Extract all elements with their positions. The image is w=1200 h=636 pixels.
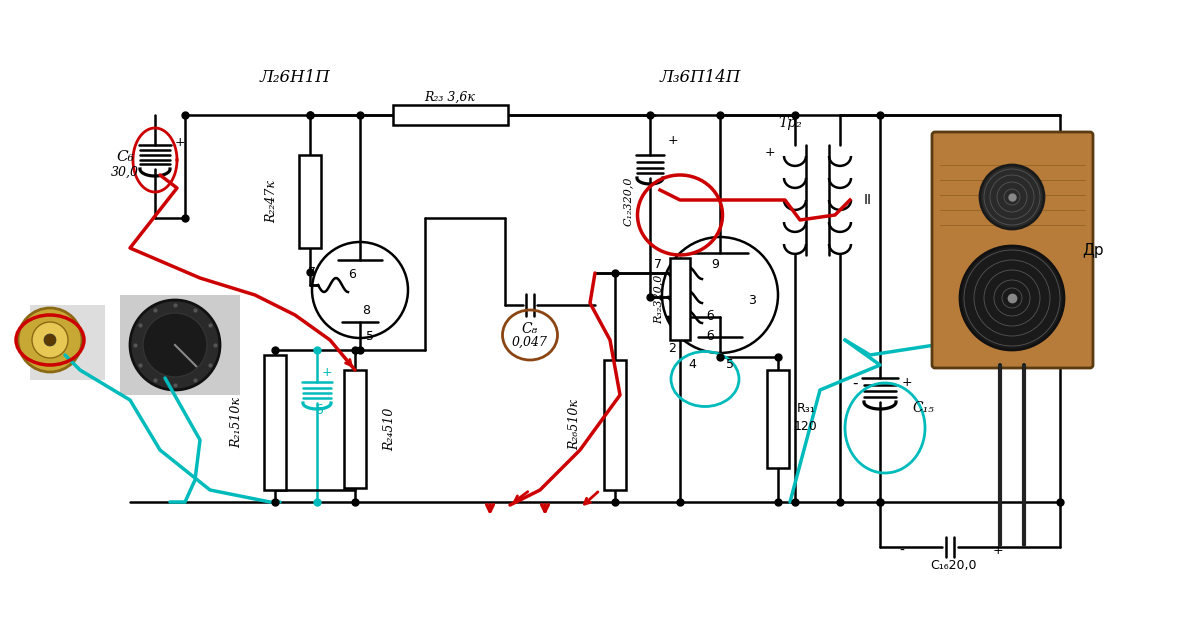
Text: 6: 6: [348, 268, 356, 282]
Text: Л₂6Н1П: Л₂6Н1П: [259, 69, 330, 86]
Bar: [392, 105, 508, 125]
Text: II: II: [864, 193, 872, 207]
Text: +: +: [992, 544, 1003, 558]
Text: C₁₆20,0: C₁₆20,0: [930, 558, 977, 572]
Text: C₁₅: C₁₅: [912, 401, 934, 415]
Text: 9: 9: [712, 258, 719, 272]
Text: R₂₂47к: R₂₂47к: [265, 180, 278, 223]
Text: +: +: [322, 366, 332, 378]
Text: 8: 8: [362, 303, 370, 317]
Text: б: б: [316, 403, 323, 417]
Text: R₂₆510к: R₂₆510к: [569, 399, 582, 450]
Text: Др: Др: [1082, 242, 1104, 258]
Circle shape: [32, 322, 68, 358]
Circle shape: [130, 300, 220, 390]
Circle shape: [980, 165, 1044, 229]
Text: -: -: [900, 544, 905, 558]
Text: 0,047: 0,047: [512, 336, 548, 349]
Bar: [120, 295, 240, 395]
Text: 5: 5: [366, 331, 374, 343]
Bar: [670, 258, 690, 340]
Bar: [604, 360, 626, 490]
Text: 30,0: 30,0: [112, 165, 139, 179]
Text: +: +: [668, 134, 679, 146]
Text: б: б: [706, 310, 714, 324]
Text: C₈: C₈: [522, 322, 538, 336]
Circle shape: [960, 246, 1064, 350]
Bar: [767, 370, 790, 468]
Text: 120: 120: [794, 420, 818, 434]
Text: 5: 5: [726, 359, 734, 371]
Bar: [344, 370, 366, 488]
Text: -: -: [852, 375, 858, 391]
Bar: [299, 155, 322, 248]
FancyBboxPatch shape: [932, 132, 1093, 368]
Text: +: +: [175, 135, 186, 148]
Text: R₃₁: R₃₁: [797, 403, 815, 415]
Text: +: +: [764, 146, 775, 160]
Circle shape: [18, 308, 82, 372]
Text: 3: 3: [748, 293, 756, 307]
Text: Тр₂: Тр₂: [778, 116, 802, 130]
Text: R₂₄510: R₂₄510: [384, 407, 396, 451]
Bar: [264, 355, 286, 490]
Circle shape: [143, 313, 208, 377]
Text: C₆: C₆: [116, 150, 134, 164]
Circle shape: [44, 334, 56, 346]
Bar: [30, 305, 106, 380]
Text: Л₃6П14П: Л₃6П14П: [659, 69, 740, 86]
Text: 7: 7: [654, 258, 662, 272]
Text: 4: 4: [688, 359, 696, 371]
Text: R₂₃ 3,6к: R₂₃ 3,6к: [425, 90, 475, 104]
Text: C₁₂320,0: C₁₂320,0: [623, 177, 634, 226]
Text: 7: 7: [308, 266, 316, 279]
Text: б: б: [706, 331, 714, 343]
Text: R₃₂320,0: R₃₂320,0: [653, 274, 662, 324]
Text: R₂₁510к: R₂₁510к: [230, 397, 244, 448]
Text: +: +: [902, 377, 913, 389]
Text: 2: 2: [668, 343, 676, 356]
